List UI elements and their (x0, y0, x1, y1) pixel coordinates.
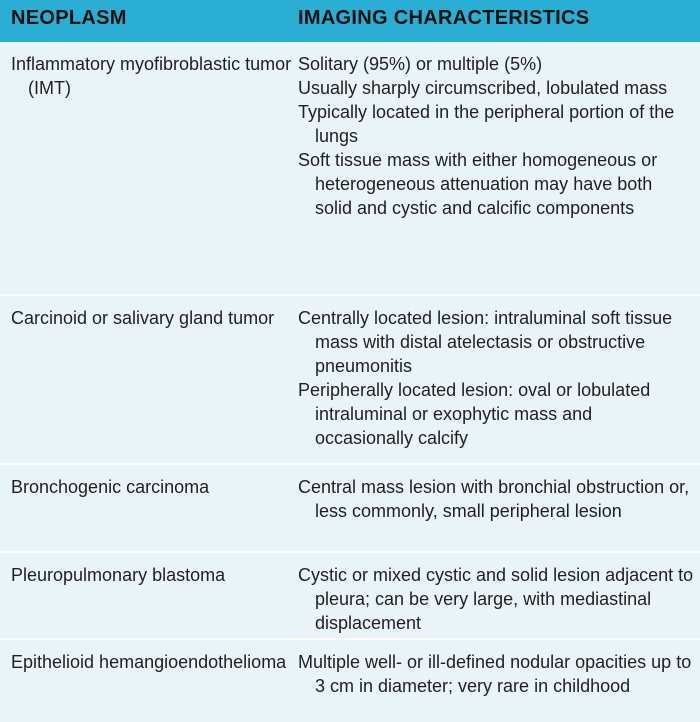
characteristics-cell: Solitary (95%) or multiple (5%) Usually … (298, 52, 694, 220)
row-divider (0, 551, 700, 553)
characteristic-item: Solitary (95%) or multiple (5%) (298, 54, 543, 74)
header-neoplasm: NEOPLASM (11, 7, 127, 29)
characteristics-cell: Centrally located lesion: intraluminal s… (298, 306, 694, 450)
characteristics-cell: Multiple well- or ill-defined nodular op… (298, 650, 694, 698)
characteristics-cell: Cystic or mixed cystic and solid lesion … (298, 563, 694, 635)
characteristic-item: Multiple well- or ill-defined nodular op… (298, 652, 692, 696)
header-imaging-characteristics: IMAGING CHARACTERISTICS (298, 7, 590, 29)
neoplasm-cell: Epithelioid hemangioendothelioma (11, 652, 287, 672)
characteristic-item: Peripherally located lesion: oval or lob… (298, 380, 651, 448)
neoplasm-cell: Pleuropulmonary blastoma (11, 565, 226, 585)
table-row: Epithelioid hemangioendothelioma Multipl… (0, 640, 700, 722)
table-row: Inflammatory myofibroblastic tumor (IMT)… (0, 42, 700, 295)
characteristic-item: Soft tissue mass with either homogeneous… (298, 150, 658, 218)
row-divider (0, 463, 700, 465)
table-header: NEOPLASM IMAGING CHARACTERISTICS (0, 0, 700, 42)
row-divider (0, 638, 700, 640)
table-row: Carcinoid or salivary gland tumor Centra… (0, 296, 700, 463)
characteristic-item: Cystic or mixed cystic and solid lesion … (298, 565, 694, 633)
characteristics-cell: Central mass lesion with bronchial obstr… (298, 475, 694, 523)
neoplasm-cell: Inflammatory myofibroblastic tumor (IMT) (11, 54, 292, 98)
table-row: Pleuropulmonary blastoma Cystic or mixed… (0, 553, 700, 638)
table-row: Bronchogenic carcinoma Central mass lesi… (0, 465, 700, 551)
neoplasm-cell: Bronchogenic carcinoma (11, 477, 210, 497)
row-divider (0, 294, 700, 296)
characteristic-item: Central mass lesion with bronchial obstr… (298, 477, 690, 521)
characteristic-item: Centrally located lesion: intraluminal s… (298, 308, 673, 376)
characteristic-item: Usually sharply circumscribed, lobulated… (298, 78, 668, 98)
neoplasm-cell: Carcinoid or salivary gland tumor (11, 308, 275, 328)
characteristic-item: Typically located in the peripheral port… (298, 102, 675, 146)
